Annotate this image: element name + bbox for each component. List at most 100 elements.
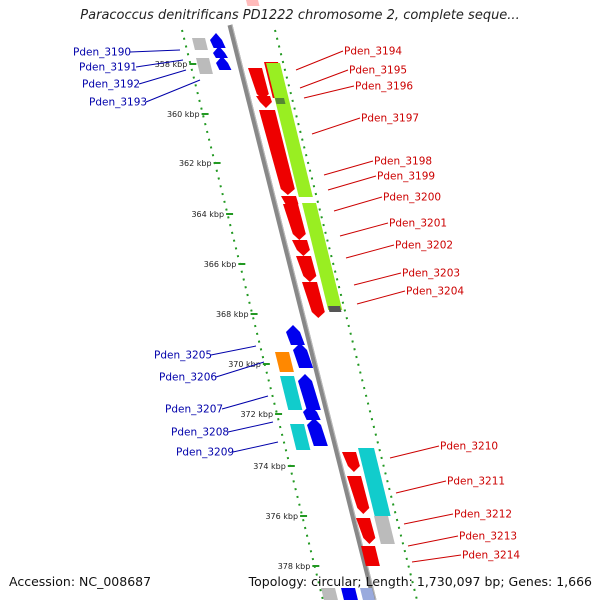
gene-arrow-3196 xyxy=(256,96,272,108)
kbp-tick-label: 378 kbp xyxy=(278,562,311,571)
kbp-tick-label: 360 kbp xyxy=(167,110,200,119)
gene-arrow-3209 xyxy=(307,418,328,446)
gene-arrow-3192 xyxy=(216,56,232,70)
kbp-tick-label: 366 kbp xyxy=(204,260,237,269)
gene-leader-line xyxy=(227,421,274,433)
gene-label-pden-3207: Pden_3207 xyxy=(165,404,223,416)
gene-label-pden-3213: Pden_3213 xyxy=(459,531,517,543)
map-title: Paracoccus denitrificans PD1222 chromoso… xyxy=(80,8,520,23)
gene-block-3207 xyxy=(280,376,303,410)
gene-label-pden-3201: Pden_3201 xyxy=(389,218,447,230)
gene-label-pden-3199: Pden_3199 xyxy=(377,171,435,183)
gene-leader-line xyxy=(333,196,383,212)
gene-block-3210 xyxy=(358,448,391,516)
gene-block-green-3198 xyxy=(266,63,313,197)
gene-arrow-3201 xyxy=(283,204,306,240)
gene-leader-line xyxy=(339,222,389,237)
gene-label-pden-3204: Pden_3204 xyxy=(406,286,464,298)
kbp-tick-label: 376 kbp xyxy=(265,512,298,521)
backbone-highlight xyxy=(231,24,377,600)
gene-block-bottom-blue xyxy=(341,588,358,600)
kbp-tick-label: 372 kbp xyxy=(240,410,273,419)
gene-arrow-3208 xyxy=(303,405,321,420)
gene-leader-line xyxy=(407,535,459,547)
gene-arrow-3203 xyxy=(296,256,317,282)
gene-block-dark-3196 xyxy=(275,98,286,104)
chromosome-backbone xyxy=(227,24,377,600)
gene-arrow-3205 xyxy=(286,325,305,345)
gene-leader-line xyxy=(323,160,374,176)
gene-leader-line xyxy=(395,480,447,494)
gene-label-pden-3209: Pden_3209 xyxy=(176,447,234,459)
gene-block-bottom-lilac xyxy=(360,588,375,600)
kbp-tick-label: 362 kbp xyxy=(179,159,212,168)
left-dotted-track xyxy=(181,29,324,600)
gene-arrow-3197 xyxy=(259,110,295,195)
gene-leader-line xyxy=(215,361,265,378)
gene-arrow-3191 xyxy=(213,46,228,58)
gene-label-pden-3193: Pden_3193 xyxy=(89,97,147,109)
gene-leader-line xyxy=(411,554,462,563)
gene-leader-line xyxy=(353,272,402,286)
accession-text: Accession: NC_008687 xyxy=(9,574,152,589)
gene-arrow-3212 xyxy=(356,518,376,544)
right-dotted-track xyxy=(274,29,418,600)
kbp-tick-label: 358 kbp xyxy=(155,60,188,69)
gene-leader-line xyxy=(311,117,361,135)
gene-label-pden-3202: Pden_3202 xyxy=(395,240,453,252)
gene-block-3209 xyxy=(290,424,311,450)
gene-label-pden-3212: Pden_3212 xyxy=(454,509,512,521)
kbp-tick-label: 364 kbp xyxy=(191,210,224,219)
gene-leader-line xyxy=(356,290,406,305)
gene-label-pden-3206: Pden_3206 xyxy=(159,372,217,384)
gene-block-top-red xyxy=(246,0,260,6)
gene-label-pden-3205: Pden_3205 xyxy=(154,350,212,362)
gene-leader-line xyxy=(145,79,201,103)
kbp-tick-label: 370 kbp xyxy=(228,360,261,369)
gene-arrow-3204 xyxy=(302,282,325,318)
gene-label-pden-3211: Pden_3211 xyxy=(447,476,505,488)
gene-leader-line xyxy=(210,345,257,356)
kbp-tick-label: 368 kbp xyxy=(216,310,249,319)
gene-leader-line xyxy=(129,49,181,53)
gene-leader-line xyxy=(135,59,184,68)
gene-label-pden-3194: Pden_3194 xyxy=(344,46,402,58)
gene-arrow-3195 xyxy=(248,68,269,100)
gene-leader-line xyxy=(295,50,344,71)
gene-leader-line xyxy=(138,69,187,85)
gene-arrow-3206b xyxy=(293,343,314,368)
gene-label-pden-3195: Pden_3195 xyxy=(349,65,407,77)
gene-leader-line xyxy=(303,85,355,99)
gene-leader-line xyxy=(232,441,279,453)
genome-summary-text: Topology: circular; Length: 1,730,097 bp… xyxy=(248,574,592,589)
gene-block-dark-3204 xyxy=(328,306,342,312)
gene-leader-line xyxy=(221,395,269,410)
gene-arrow-3190 xyxy=(210,33,226,48)
gene-block-3206 xyxy=(275,352,294,372)
gene-leader-line xyxy=(327,175,377,191)
gene-label-pden-3197: Pden_3197 xyxy=(361,113,419,125)
gene-label-pden-3191: Pden_3191 xyxy=(79,62,137,74)
gene-leader-line xyxy=(403,513,454,525)
gene-arrow-3211 xyxy=(347,476,370,514)
gene-label-pden-3192: Pden_3192 xyxy=(82,79,140,91)
gene-block-green-3203 xyxy=(302,203,343,310)
gene-label-pden-3214: Pden_3214 xyxy=(462,550,520,562)
gene-leader-line xyxy=(299,69,349,89)
gene-label-pden-3190: Pden_3190 xyxy=(73,47,131,59)
gene-label-pden-3198: Pden_3198 xyxy=(374,156,432,168)
gene-block-3192 xyxy=(196,58,213,74)
gene-arrow-3207 xyxy=(298,374,321,410)
gene-arrow-3210 xyxy=(342,452,360,472)
gene-label-pden-3196: Pden_3196 xyxy=(355,81,413,93)
gene-leader-line xyxy=(345,244,395,259)
gene-label-pden-3200: Pden_3200 xyxy=(383,192,441,204)
gene-block-bottom-gray xyxy=(321,588,338,600)
kbp-tick-label: 374 kbp xyxy=(253,462,286,471)
gene-block-3212 xyxy=(374,516,395,544)
gene-block-3190 xyxy=(192,38,208,50)
gene-leader-line xyxy=(389,445,440,459)
gene-label-pden-3208: Pden_3208 xyxy=(171,427,229,439)
gene-label-pden-3210: Pden_3210 xyxy=(440,441,498,453)
